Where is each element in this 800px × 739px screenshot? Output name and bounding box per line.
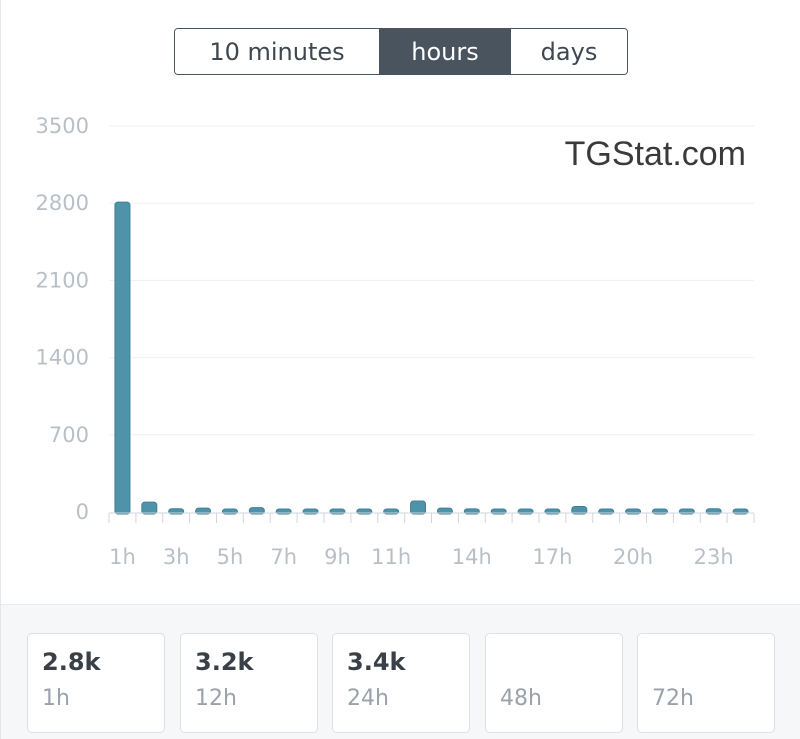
period-hours-button[interactable]: hours [379,29,510,74]
x-axis: 1h 3h 5h 7h 9h 11h 14h 17h 20h 23h [108,512,755,569]
x-tick-label: 17h [532,545,572,569]
period-10-minutes-button[interactable]: 10 minutes [175,29,379,74]
stat-label: 24h [347,686,389,711]
x-tick-label: 20h [613,545,653,569]
x-tick-label: 23h [694,545,734,569]
bar [571,505,588,515]
bar [141,501,158,515]
stat-card-48h: 48h [485,633,623,733]
x-tick-label: 3h [163,545,190,569]
y-tick-label: 2100 [36,268,89,292]
watermark-text: TGStat.com [565,135,746,173]
y-tick-label: 1400 [36,346,89,370]
x-tick-label: 5h [217,545,244,569]
stat-card-1h: 2.8k 1h [27,633,165,733]
period-switcher: 10 minutes hours days [174,28,628,75]
stat-card-12h: 3.2k 12h [180,633,318,733]
stat-value: 2.8k [42,648,101,676]
stat-label: 12h [195,686,237,711]
hourly-views-chart: 0 700 1400 2100 2800 3500 TGStat.com 1h 3h 5h 7h… [36,114,755,569]
x-tick-label: 7h [270,545,297,569]
y-tick-label: 3500 [36,114,89,138]
y-tick-label: 0 [76,500,89,524]
x-tick-label: 9h [324,545,351,569]
y-tick-label: 2800 [36,191,89,215]
bar [410,500,427,515]
stat-label: 48h [500,686,542,711]
bar [248,507,265,515]
x-tick-label: 11h [371,545,411,569]
period-days-button[interactable]: days [510,29,627,74]
x-tick-label: 14h [452,545,492,569]
chart-grid [109,125,754,436]
stat-card-24h: 3.4k 24h [332,633,470,733]
stat-label: 72h [652,686,694,711]
bar [114,201,131,515]
x-tick-label: 1h [109,545,136,569]
stats-panel: 2.8k 1h 3.2k 12h 3.4k 24h 48h 72h [1,604,800,739]
stat-label: 1h [42,686,70,711]
stat-value: 3.2k [195,648,254,676]
y-tick-label: 700 [49,423,89,447]
stat-value: 3.4k [347,648,406,676]
stat-card-72h: 72h [637,633,775,733]
y-axis: 0 700 1400 2100 2800 3500 [36,114,89,524]
